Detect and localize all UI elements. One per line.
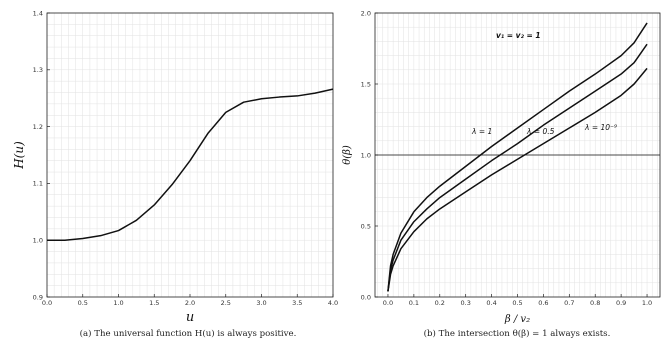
x-tick-label: 0.3 (461, 299, 471, 307)
x-tick-label: 1.5 (149, 299, 159, 307)
x-axis-label: u (186, 310, 194, 325)
x-axis-label: β / v₂ (504, 314, 530, 325)
x-tick-label: 0.5 (78, 299, 88, 307)
x-tick-label: 2.5 (221, 299, 231, 307)
x-tick-label: 3.5 (292, 299, 302, 307)
y-tick-label: 1.3 (33, 66, 43, 74)
x-tick-label: 1.0 (113, 299, 123, 307)
y-tick-label: 1.2 (33, 123, 43, 131)
y-tick-label: 1.4 (33, 9, 43, 17)
x-tick-label: 1.0 (642, 299, 652, 307)
x-tick-label: 0.0 (42, 299, 52, 307)
y-tick-label: 1.0 (33, 237, 43, 245)
panel-a: 0.0 0.5 1.0 1.5 2.0 2.5 3.0 3.5 4.0 0.9 1.0 1.1 1.2 1… (12, 9, 338, 339)
x-tick-label: 3.0 (256, 299, 266, 307)
x-tick-label: 2.0 (185, 299, 195, 307)
y-tick-label: 2.0 (361, 9, 371, 17)
y-tick-label: 0.9 (33, 293, 43, 301)
y-tick-label: 1.5 (361, 80, 371, 88)
series-line-1 (47, 88, 334, 241)
x-tick-label: 4.0 (328, 299, 338, 307)
y-axis-label: θ(β) (342, 145, 353, 165)
figure-caption: (a) The universal function H(u) is alway… (80, 328, 297, 339)
series-label-3: λ = 10⁻⁹ (584, 123, 617, 132)
x-tick-label: 0.0 (383, 299, 393, 307)
series-label-2: λ = 0.5 (526, 127, 555, 136)
x-tick-label: 0.5 (512, 299, 522, 307)
x-tick-label: 0.6 (538, 299, 548, 307)
y-tick-label: 0.0 (361, 293, 371, 301)
series-line-2 (387, 43, 648, 292)
y-axis-label: H(u) (12, 141, 26, 170)
y-tick-label: 1.0 (361, 151, 371, 159)
x-tick-label: 0.8 (590, 299, 600, 307)
minor-grid (46, 12, 334, 298)
x-tick-label: 0.7 (564, 299, 574, 307)
x-tick-label: 0.9 (616, 299, 626, 307)
y-tick-label: 1.1 (33, 180, 43, 188)
series-line-3 (387, 67, 648, 292)
series-label-1: λ = 1 (471, 127, 492, 136)
x-tick-label: 0.2 (435, 299, 445, 307)
panel-b: 0.0 0.1 0.2 0.3 0.4 0.5 0.6 0.7 0.8 0.9 1.0 0.0 0.5 1… (342, 9, 661, 339)
x-tick-label: 0.1 (409, 299, 419, 307)
y-tick-label: 0.5 (361, 222, 371, 230)
figure-caption: (b) The intersection θ(β) = 1 always exi… (424, 328, 611, 339)
series-line-1 (387, 22, 648, 292)
annotation: v₁ = v₂ = 1 (496, 31, 541, 40)
x-tick-label: 0.4 (486, 299, 496, 307)
